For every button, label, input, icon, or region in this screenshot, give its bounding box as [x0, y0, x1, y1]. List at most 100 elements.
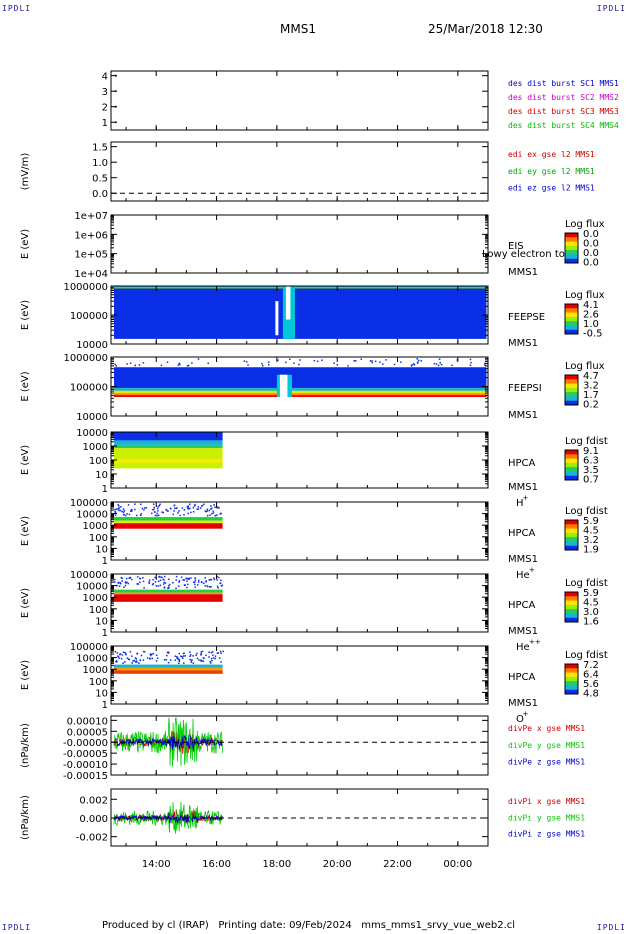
spectrogram-speckle	[142, 650, 145, 653]
spectrogram-speckle	[190, 577, 192, 579]
spectrogram-speckle	[220, 661, 222, 663]
spectrogram-speckle	[173, 504, 175, 507]
spectrogram-speckle	[118, 657, 120, 659]
y-tick-label: 2	[102, 103, 108, 114]
spectrogram-speckle	[186, 506, 189, 508]
spectrogram-speckle	[180, 576, 183, 578]
spectrogram-speckle	[333, 362, 335, 364]
spectrogram-speckle	[197, 358, 200, 360]
colorbar-segment	[565, 312, 578, 318]
spectrogram-speckle	[175, 579, 177, 581]
spectrogram-speckle	[118, 509, 120, 512]
spectrogram-speckle	[160, 576, 162, 578]
spectrogram-speckle	[181, 507, 184, 509]
colorbar-title: Log flux	[565, 290, 605, 301]
x-tick-label: 00:00	[443, 859, 472, 870]
y-tick-label: 0.0	[92, 189, 108, 200]
spectrogram-speckle	[469, 364, 472, 367]
spectrogram-speckle	[178, 585, 180, 587]
spectrogram-speckle	[167, 651, 170, 654]
spectrogram-speckle	[156, 507, 159, 510]
spectrogram-speckle	[213, 577, 215, 579]
spectrogram-speckle	[121, 580, 124, 582]
spectrogram-speckle	[219, 513, 221, 515]
colorbar-segment	[565, 604, 578, 610]
legend-entry: des dist burst SC2 MMS2	[508, 93, 619, 102]
colorbar-segment	[565, 475, 578, 481]
spectrogram-speckle	[163, 587, 166, 589]
y-tick-label: 100000	[70, 642, 108, 653]
spectrogram-speckle	[159, 579, 162, 582]
spectrogram-speckle	[152, 508, 154, 511]
spectrogram-speckle	[208, 579, 211, 581]
y-tick-label: 10000	[76, 654, 108, 665]
spectrogram-speckle	[121, 510, 123, 513]
y-tick-label: 10000	[76, 412, 108, 423]
spectrogram-speckle	[180, 655, 182, 657]
spectrogram-speckle	[134, 503, 136, 505]
spectrogram-speckle	[183, 662, 185, 664]
spectrogram-band	[114, 589, 223, 593]
spectrogram-speckle	[178, 652, 181, 655]
colorbar-tick-label: 1.6	[583, 617, 599, 628]
spectrogram-speckle	[156, 657, 159, 659]
spectrogram-speckle	[178, 662, 180, 665]
spectrogram-speckle	[183, 579, 186, 581]
colorbar-segment	[565, 676, 578, 682]
spectrogram-speckle	[157, 580, 160, 582]
spectrogram-speckle	[201, 504, 204, 507]
colorbar-frame	[564, 663, 579, 695]
spectrogram-speckle	[140, 654, 143, 657]
spectrogram-speckle	[152, 578, 154, 581]
colorbar-segment	[565, 237, 578, 243]
legend-entry: edi ey gse l2 MMS1	[508, 167, 595, 176]
colorbar-segment	[565, 520, 578, 525]
y-tick-label: 0.00010	[67, 716, 108, 727]
colorbar-segment	[565, 664, 578, 669]
y-axis-label: E (eV)	[20, 371, 31, 401]
colorbar-segment	[565, 454, 578, 460]
spectrogram-speckle	[374, 360, 377, 363]
spectrogram-speckle	[134, 661, 137, 663]
spectrogram-band	[114, 393, 487, 396]
spectrogram-speckle	[172, 513, 175, 516]
spectrogram-speckle	[196, 657, 199, 660]
colorbar-tick-label: 3.0	[583, 607, 599, 618]
y-tick-label: 1e+07	[74, 211, 108, 222]
colorbar-segment	[565, 250, 578, 255]
spectrogram-speckle	[161, 511, 163, 513]
spectrogram-speckle	[136, 661, 138, 663]
y-tick-label: 10	[95, 616, 108, 627]
spectrogram-speckle	[247, 364, 249, 366]
spectrogram-speckle	[124, 514, 127, 517]
spectrogram-speckle	[174, 659, 177, 661]
colorbar-tick-label: 5.6	[583, 679, 599, 690]
spectrogram-speckle	[146, 657, 149, 659]
spectrogram-speckle	[176, 657, 179, 660]
corner-label-top-left: IPDLI	[2, 4, 32, 13]
spectrogram-speckle	[169, 659, 172, 661]
spectrogram-speckle	[435, 363, 438, 365]
spectrogram-band	[114, 440, 223, 445]
spectrogram-speckle	[124, 581, 127, 583]
spectrogram-speckle	[416, 358, 418, 360]
spectrogram-speckle	[200, 659, 202, 661]
spectrogram-speckle	[410, 365, 413, 367]
spectrogram-speckle	[115, 508, 118, 510]
spectrogram-speckle	[131, 662, 133, 664]
x-tick-label: 16:00	[202, 859, 231, 870]
spectrogram-speckle	[210, 578, 213, 581]
spectrogram-speckle	[199, 507, 202, 509]
spectrogram-speckle	[347, 365, 349, 367]
spectrogram-speckle	[192, 655, 194, 657]
spectrogram-speckle	[186, 577, 189, 580]
spectrogram-speckle	[216, 585, 219, 588]
spectrogram-speckle	[139, 514, 142, 517]
spectrogram-speckle	[167, 510, 169, 512]
spectrogram-speckle	[123, 586, 125, 588]
y-axis-label: (nPa/km)	[20, 795, 31, 840]
spectrogram-speckle	[206, 514, 209, 517]
spectrogram-speckle	[114, 510, 116, 513]
colorbar-segment	[565, 524, 578, 530]
spectrogram-speckle	[142, 362, 145, 364]
